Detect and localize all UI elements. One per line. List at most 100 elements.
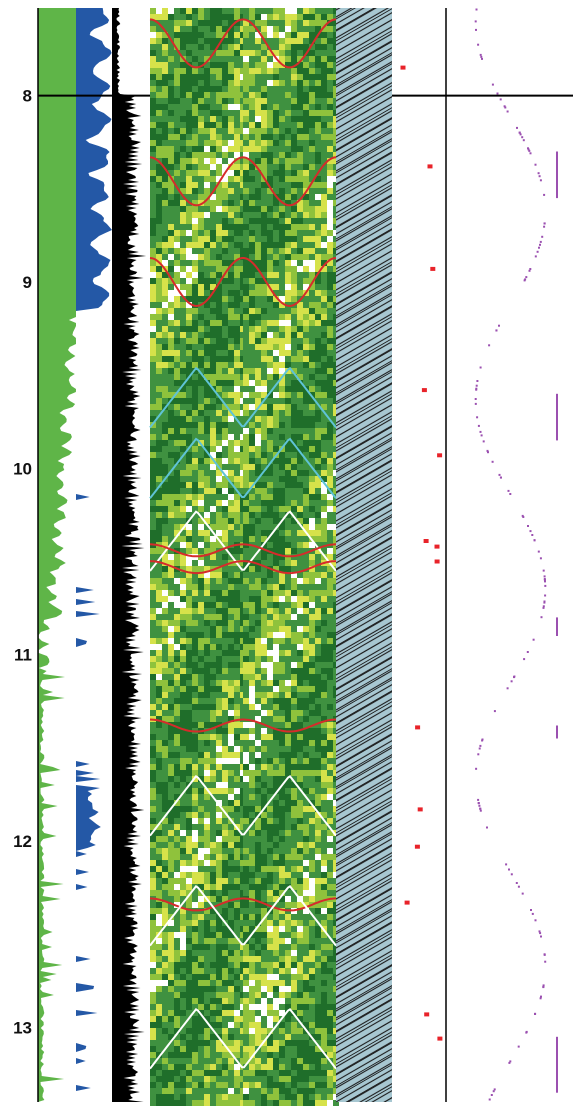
image-right-cell xyxy=(297,758,303,764)
image-right-cell xyxy=(285,626,291,632)
image-right-cell xyxy=(303,122,309,128)
image-left-cell xyxy=(162,692,168,698)
image-right-cell xyxy=(315,80,321,86)
image-right-cell xyxy=(255,398,261,404)
image-right-cell xyxy=(315,560,321,566)
image-right-cell xyxy=(327,638,333,644)
image-left-cell xyxy=(186,986,192,992)
image-left-cell xyxy=(168,260,174,266)
image-left-cell xyxy=(222,1088,228,1094)
image-right-cell xyxy=(267,92,273,98)
image-right-cell xyxy=(243,356,249,362)
image-left-cell xyxy=(150,20,156,26)
image-right-cell xyxy=(273,632,279,638)
image-left-cell xyxy=(186,110,192,116)
image-right-cell xyxy=(273,368,279,374)
image-right-cell xyxy=(291,482,297,488)
image-right-cell xyxy=(291,686,297,692)
image-left-cell xyxy=(204,260,210,266)
image-left-cell xyxy=(222,440,228,446)
image-left-cell xyxy=(186,704,192,710)
image-left-cell xyxy=(150,128,156,134)
image-left-cell xyxy=(234,602,240,608)
image-left-cell xyxy=(216,476,222,482)
image-left-cell xyxy=(156,800,162,806)
image-left-cell xyxy=(198,152,204,158)
image-right-cell xyxy=(285,284,291,290)
image-right-cell xyxy=(255,242,261,248)
image-left-cell xyxy=(198,176,204,182)
image-left-cell xyxy=(174,650,180,656)
image-left-cell xyxy=(150,758,156,764)
image-left-cell xyxy=(186,176,192,182)
image-right-cell xyxy=(261,392,267,398)
image-left-cell xyxy=(192,296,198,302)
image-right-cell xyxy=(279,572,285,578)
image-right-cell xyxy=(291,236,297,242)
image-left-cell xyxy=(216,68,222,74)
image-right-cell xyxy=(303,74,309,80)
image-right-cell xyxy=(321,458,327,464)
image-left-cell xyxy=(198,380,204,386)
image-left-cell xyxy=(162,44,168,50)
image-right-cell xyxy=(261,80,267,86)
image-left-cell xyxy=(210,656,216,662)
image-right-cell xyxy=(273,98,279,104)
image-right-cell xyxy=(321,44,327,50)
image-right-cell xyxy=(297,224,303,230)
image-left-cell xyxy=(228,668,234,674)
image-left-cell xyxy=(162,32,168,38)
image-right-cell xyxy=(327,596,333,602)
image-left-cell xyxy=(234,362,240,368)
image-left-cell xyxy=(168,608,174,614)
image-left-cell xyxy=(168,938,174,944)
image-right-cell xyxy=(255,446,261,452)
image-right-cell xyxy=(279,314,285,320)
image-left-cell xyxy=(150,668,156,674)
image-right-cell xyxy=(255,542,261,548)
image-right-cell xyxy=(279,296,285,302)
image-left-cell xyxy=(198,758,204,764)
image-left-cell xyxy=(174,422,180,428)
image-right-cell xyxy=(249,644,255,650)
image-right-cell xyxy=(285,134,291,140)
image-left-cell xyxy=(156,320,162,326)
image-right-cell xyxy=(279,680,285,686)
image-left-cell xyxy=(162,944,168,950)
image-left-cell xyxy=(156,836,162,842)
image-right-cell xyxy=(321,686,327,692)
image-right-cell xyxy=(279,224,285,230)
image-left-cell xyxy=(168,932,174,938)
image-left-cell xyxy=(192,182,198,188)
image-right-cell xyxy=(285,44,291,50)
image-left-cell xyxy=(150,182,156,188)
image-left-cell xyxy=(162,722,168,728)
image-left-cell xyxy=(174,242,180,248)
image-left-cell xyxy=(228,890,234,896)
image-left-cell xyxy=(186,308,192,314)
image-left-cell xyxy=(210,302,216,308)
image-left-cell xyxy=(174,920,180,926)
image-left-cell xyxy=(204,758,210,764)
image-right-cell xyxy=(279,500,285,506)
image-right-cell xyxy=(255,488,261,494)
image-left-cell xyxy=(210,86,216,92)
image-left-cell xyxy=(222,92,228,98)
image-left-cell xyxy=(186,968,192,974)
image-left-cell xyxy=(168,332,174,338)
image-left-cell xyxy=(210,974,216,980)
image-left-cell xyxy=(180,464,186,470)
image-right-cell xyxy=(273,392,279,398)
image-right-cell xyxy=(273,704,279,710)
image-left-cell xyxy=(234,140,240,146)
image-right-cell xyxy=(255,566,261,572)
image-left-cell xyxy=(156,236,162,242)
image-left-cell xyxy=(234,152,240,158)
image-right-cell xyxy=(309,404,315,410)
image-left-cell xyxy=(198,572,204,578)
image-left-cell xyxy=(186,860,192,866)
image-right-cell xyxy=(267,326,273,332)
blue-curve-area xyxy=(76,8,112,1102)
image-left-cell xyxy=(162,926,168,932)
image-right-cell xyxy=(297,746,303,752)
